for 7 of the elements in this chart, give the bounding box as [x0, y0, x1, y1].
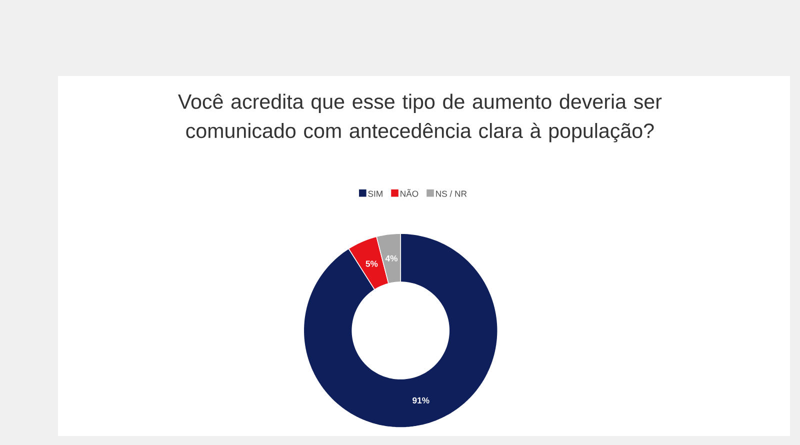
data-label: 91% — [412, 397, 430, 404]
data-label: 5% — [366, 260, 378, 267]
legend-label: SIM — [368, 190, 382, 197]
chart-title: Você acredita que esse tipo de aumento deveria ser comunicado com antecedência clara à população? — [178, 94, 662, 142]
legend-label: NS / NR — [436, 190, 467, 197]
data-label: 4% — [385, 255, 398, 262]
legend-label: NÃO — [400, 189, 418, 197]
